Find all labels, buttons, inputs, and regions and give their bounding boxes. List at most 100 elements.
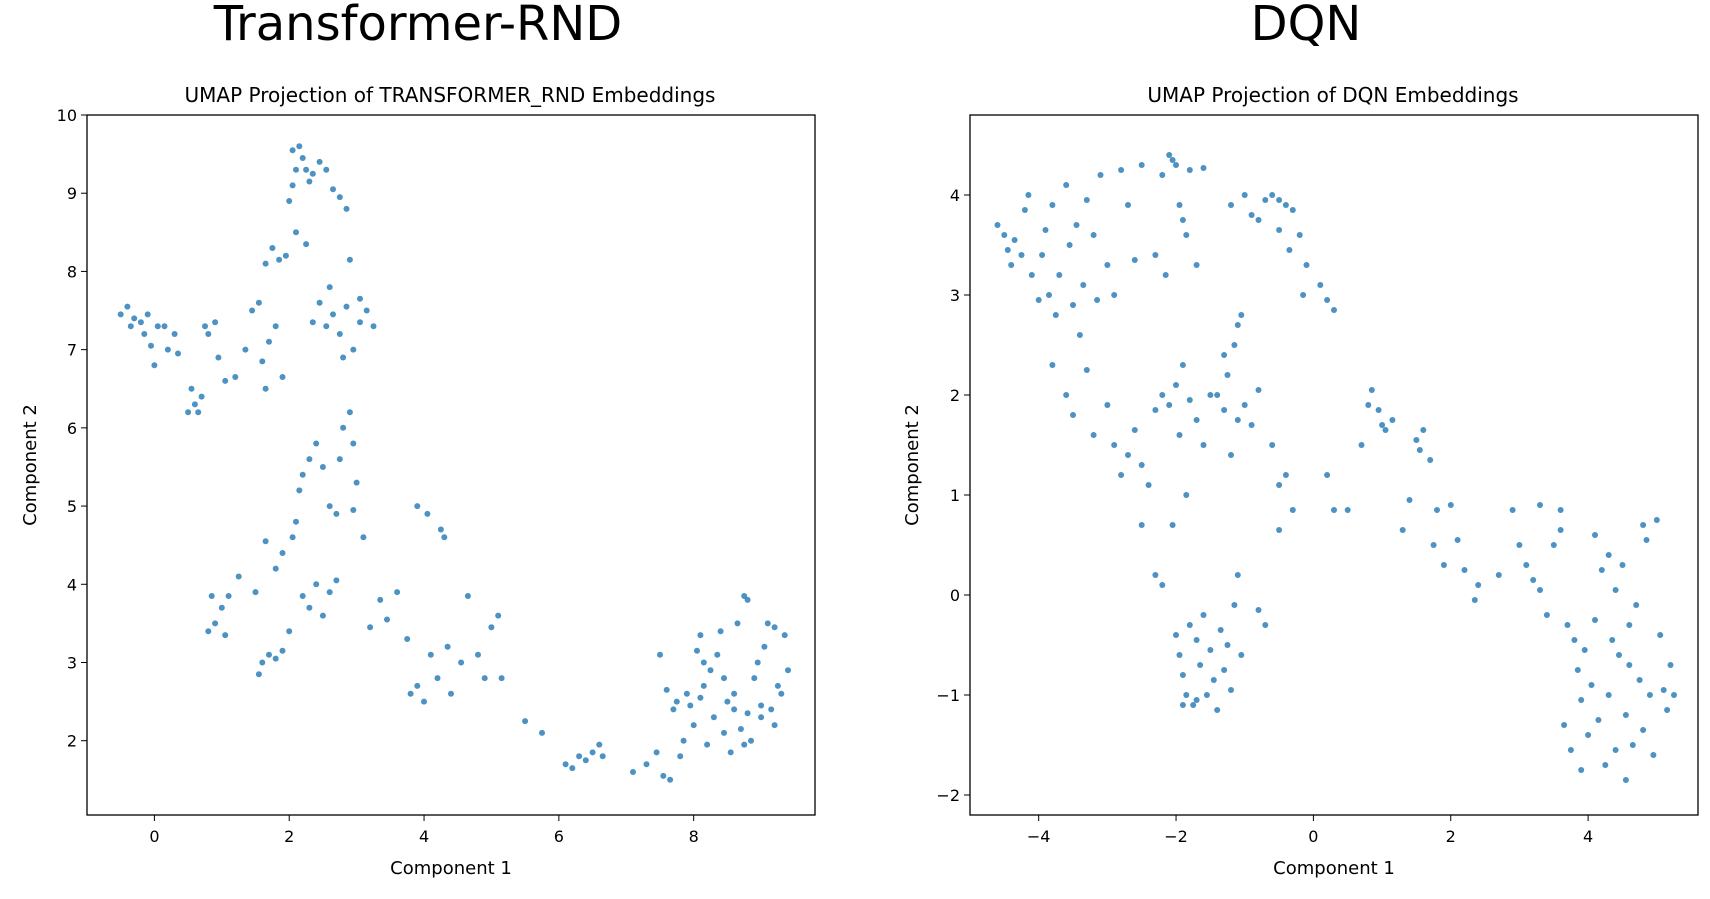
data-point [1238, 312, 1245, 318]
data-point [131, 315, 138, 322]
data-point [212, 319, 219, 326]
y-tick-label: 8 [67, 262, 77, 281]
data-point [1557, 527, 1564, 533]
y-tick-label: 4 [67, 575, 77, 594]
data-point [1224, 642, 1231, 648]
x-axis-label: Component 1 [390, 858, 512, 879]
data-point [1228, 687, 1234, 693]
data-point [1193, 262, 1200, 268]
data-point [1025, 192, 1032, 198]
data-point [367, 624, 374, 631]
data-point [424, 510, 431, 517]
x-axis-label: Component 1 [1273, 858, 1395, 879]
y-tick-label: −1 [936, 686, 960, 705]
data-point [539, 729, 545, 736]
data-point [1592, 617, 1598, 623]
data-point [1612, 747, 1619, 753]
data-point [1592, 532, 1598, 538]
data-point [498, 675, 505, 682]
data-point [218, 604, 225, 611]
x-tick-label: 0 [149, 827, 159, 846]
data-point [1207, 647, 1214, 653]
data-point [1282, 202, 1289, 208]
data-point [1276, 227, 1283, 233]
data-point [448, 690, 454, 697]
data-point [1248, 212, 1255, 218]
data-point [1585, 732, 1592, 738]
data-point [1276, 527, 1283, 533]
data-point [171, 331, 178, 337]
data-point [670, 706, 677, 713]
data-point [771, 722, 778, 729]
data-point [262, 385, 269, 392]
data-point [488, 624, 495, 631]
data-point [357, 319, 363, 326]
data-point [741, 741, 748, 748]
data-point [1646, 692, 1653, 698]
data-point [1104, 402, 1111, 408]
y-ticks: 2 3 4 5 6 7 8 9 10 [57, 106, 87, 751]
data-point [1131, 427, 1138, 433]
data-point [1578, 767, 1585, 773]
data-point [1183, 692, 1190, 698]
x-tick-label: 0 [1308, 827, 1318, 846]
data-point [289, 182, 296, 189]
data-point [697, 694, 704, 701]
data-point [1176, 432, 1183, 438]
data-point [1214, 392, 1221, 398]
data-point [1221, 352, 1228, 358]
data-point [232, 374, 239, 380]
data-point [475, 651, 481, 658]
data-point [1382, 427, 1389, 433]
data-point [1138, 522, 1145, 528]
data-point [1111, 442, 1118, 448]
data-point [727, 749, 734, 756]
data-point [714, 651, 721, 658]
data-point [717, 628, 724, 635]
data-point [1125, 202, 1131, 208]
data-point [778, 690, 785, 697]
y-tick-label: 2 [950, 386, 960, 405]
data-point [1193, 637, 1200, 643]
data-point [1042, 227, 1049, 233]
data-point [1224, 372, 1231, 378]
data-point [343, 205, 350, 212]
data-point [707, 667, 714, 674]
plot-frame [86, 114, 816, 816]
data-point [293, 166, 299, 173]
data-point [154, 323, 161, 330]
data-point [1622, 777, 1629, 783]
data-point [1004, 247, 1011, 253]
data-point [1640, 727, 1647, 733]
data-point [164, 346, 171, 353]
data-point [299, 471, 306, 478]
y-tick-label: 0 [950, 586, 960, 605]
data-point [161, 323, 168, 330]
data-point [1509, 507, 1516, 513]
data-point [313, 440, 320, 447]
data-point [1626, 662, 1633, 668]
data-point [1104, 262, 1111, 268]
data-point [683, 690, 690, 697]
data-point [394, 589, 401, 596]
data-point [677, 753, 684, 760]
data-point [1083, 367, 1090, 373]
data-point [1427, 457, 1434, 463]
data-point [1671, 692, 1677, 698]
data-point [1495, 572, 1502, 578]
data-point [1179, 362, 1186, 368]
data-point [370, 323, 377, 330]
data-point [1255, 217, 1262, 223]
data-point [1303, 262, 1310, 268]
data-point [1035, 297, 1042, 303]
data-point [336, 331, 343, 337]
data-point [414, 682, 421, 689]
data-point [663, 686, 670, 693]
data-point [316, 299, 323, 306]
data-point [309, 319, 316, 326]
data-point [306, 456, 313, 463]
data-point [1282, 472, 1289, 478]
x-ticks: 0 2 4 6 8 [149, 815, 699, 846]
data-point [1276, 197, 1283, 203]
data-point [562, 761, 569, 768]
